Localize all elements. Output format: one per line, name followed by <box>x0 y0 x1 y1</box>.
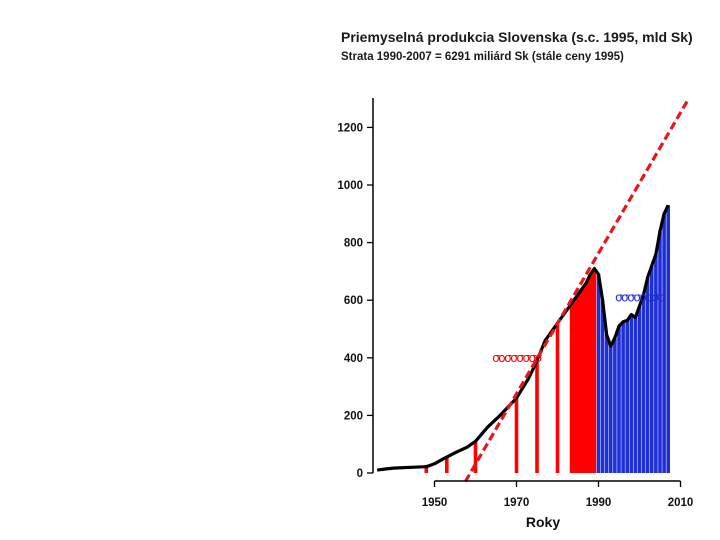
bar-1995 <box>617 326 621 473</box>
bar-1960 <box>473 441 478 473</box>
y-tick-label-800: 800 <box>344 238 363 250</box>
x-tick-label-2010: 2010 <box>668 497 694 509</box>
bar-1991 <box>600 300 605 473</box>
bar-1990 <box>596 274 601 473</box>
bar-2001 <box>641 294 646 473</box>
bar-2000 <box>637 306 642 473</box>
y-tick-label-600: 600 <box>344 295 363 307</box>
y-tick-label-200: 200 <box>344 410 363 422</box>
y-tick-label-0: 0 <box>357 468 363 480</box>
bar-1975 <box>535 360 539 473</box>
shaded-area-1983-1989 <box>569 268 595 473</box>
annotation-0: σοσσσσσσ <box>492 351 542 365</box>
bar-1980 <box>555 323 560 473</box>
chart-title: Priemyselná produkcia Slovenska (s.c. 19… <box>341 29 693 45</box>
bar-1993 <box>609 346 613 473</box>
bar-2005 <box>658 231 662 473</box>
x-tick-label-1950: 1950 <box>422 497 448 509</box>
bar-2007 <box>666 205 670 473</box>
bar-1999 <box>633 317 638 473</box>
bar-2002 <box>645 277 650 473</box>
bar-2006 <box>662 213 666 474</box>
bar-1953 <box>445 457 449 473</box>
bar-1998 <box>629 314 634 473</box>
chart-subtitle: Strata 1990-2007 = 6291 miliárd Sk (stál… <box>341 51 624 63</box>
x-axis-label: Roky <box>526 514 560 530</box>
bar-1948 <box>424 464 429 473</box>
bar-1992 <box>604 334 609 473</box>
production-line <box>376 204 670 472</box>
bar-2004 <box>654 254 658 473</box>
bar-1994 <box>613 337 617 473</box>
bar-1997 <box>625 320 629 473</box>
y-tick-label-400: 400 <box>344 353 363 365</box>
plot-area: σοσσσσσσ σσσσσσσσ 0 200 400 600 800 1000 1200 195… <box>337 97 694 509</box>
y-tick-label-1200: 1200 <box>337 122 363 134</box>
bar-1970 <box>514 398 519 473</box>
bar-2003 <box>650 265 654 473</box>
x-tick-label-1990: 1990 <box>586 497 612 509</box>
trend-line <box>463 97 691 483</box>
x-tick-label-1970: 1970 <box>504 497 530 509</box>
bar-1996 <box>621 321 625 473</box>
y-tick-label-1000: 1000 <box>337 180 363 192</box>
annotation-1: σσσσσσσσ <box>615 290 666 304</box>
